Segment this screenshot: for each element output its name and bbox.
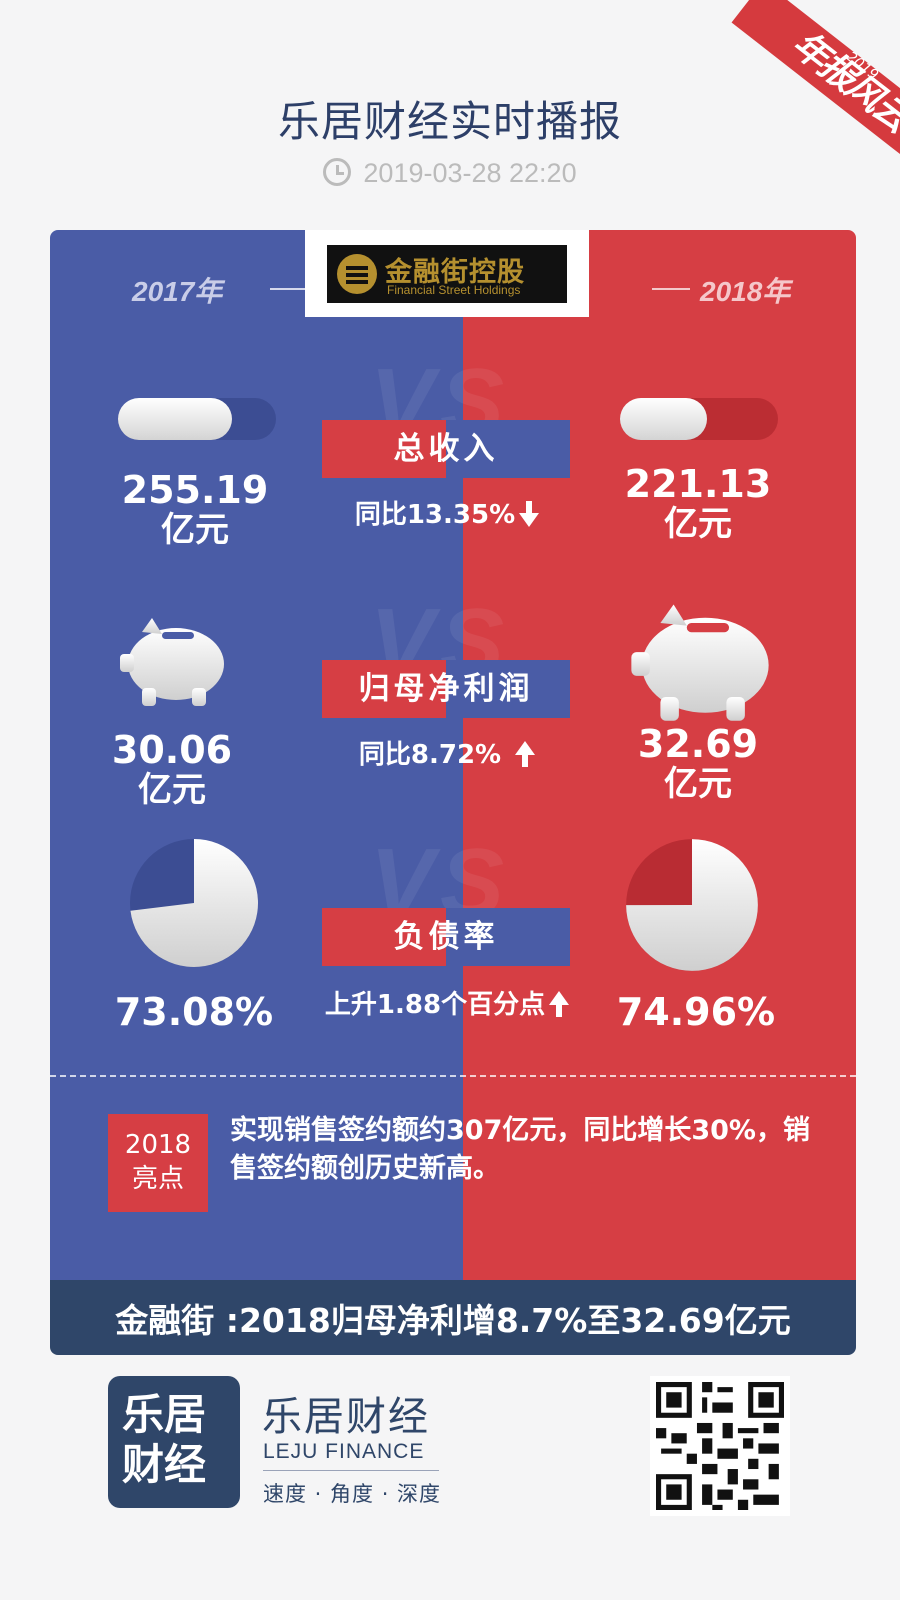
- debt-ratio-change: 上升1.88个百分点: [302, 984, 592, 1021]
- timestamp: 2019-03-28 22:20: [363, 158, 577, 188]
- qr-code-icon: [656, 1382, 784, 1510]
- highlight-badge-year: 2018: [124, 1130, 192, 1160]
- headline-bar: 金融街 :2018归母净利增8.7%至32.69亿元: [50, 1280, 856, 1355]
- leju-logo: 乐居 财经: [108, 1376, 240, 1508]
- year-left-dash: [270, 288, 308, 290]
- qr-code: [650, 1376, 790, 1516]
- footer-brand-cn: 乐居财经: [262, 1394, 430, 1440]
- page-title: 乐居财经实时播报: [277, 97, 622, 146]
- debt-ratio-pie-2017: [130, 839, 259, 967]
- year-left: 2017年: [132, 276, 223, 307]
- arrow-up-icon: [549, 991, 570, 1017]
- footer-slogan: 速度 · 角度 · 深度: [263, 1482, 442, 1506]
- metric-label-text: 归母净利润: [358, 671, 534, 707]
- leju-logo-line2: 财经: [122, 1440, 207, 1489]
- highlight-badge: 2018 亮点: [108, 1114, 208, 1212]
- metric-label-net-profit: 归母净利润: [322, 660, 570, 718]
- debt-ratio-pie-2018: [626, 839, 758, 971]
- company-logo: 金融街控股 Financial Street Holdings: [305, 230, 589, 317]
- net-profit-change: 同比8.72%: [302, 734, 592, 771]
- company-name-en: Financial Street Holdings: [387, 282, 521, 297]
- revenue-bar-2017: [118, 398, 276, 440]
- highlight-badge-label: 亮点: [131, 1164, 184, 1194]
- debt-ratio-2017-value: 73.08%: [114, 990, 274, 1034]
- comparison-card: 2017年 2018年 金融街控股 Financial Street Holdi…: [50, 230, 856, 1355]
- year-right: 2018年: [700, 276, 791, 307]
- footer-divider: [263, 1470, 439, 1471]
- debt-ratio-2018-value: 74.96%: [616, 990, 776, 1034]
- timestamp-row: 2019-03-28 22:20: [0, 158, 900, 189]
- metric-label-text: 负债率: [393, 919, 499, 955]
- arrow-down-icon: [519, 501, 540, 527]
- metric-label-revenue: 总收入: [322, 420, 570, 478]
- revenue-bar-fill-2017: [118, 398, 232, 440]
- dashed-divider: [50, 1075, 856, 1077]
- piggy-bank-icon-2018: [631, 604, 769, 721]
- revenue-2017-value: 255.19 亿元: [121, 468, 269, 550]
- footer-brand-en: LEJU FINANCE: [263, 1440, 425, 1463]
- net-profit-2017-value: 30.06 亿元: [111, 728, 233, 810]
- pie-slice: [130, 839, 259, 967]
- net-profit-2018-value: 32.69 亿元: [637, 722, 759, 804]
- company-name-cn: 金融街控股: [385, 256, 525, 288]
- clock-icon: [323, 158, 352, 186]
- leju-logo-line1: 乐居: [122, 1390, 207, 1439]
- company-logo-plate: 金融街控股 Financial Street Holdings: [327, 244, 567, 303]
- headline-text: 金融街 :2018归母净利增8.7%至32.69亿元: [115, 1300, 791, 1340]
- year-right-dash: [652, 288, 690, 290]
- arrow-up-icon: [515, 741, 536, 767]
- coin-icon: [337, 253, 377, 294]
- pie-slice: [626, 839, 758, 971]
- revenue-2018-value: 221.13 亿元: [624, 462, 772, 544]
- piggy-bank-icon-2017: [120, 618, 224, 706]
- metric-label-text: 总收入: [393, 431, 499, 467]
- metric-label-debt-ratio: 负债率: [322, 908, 570, 966]
- highlight-text: 实现销售签约额约307亿元，同比增长30%，销售签约额创历史新高。: [230, 1115, 810, 1184]
- revenue-bar-2018: [620, 398, 778, 440]
- revenue-bar-fill-2018: [620, 398, 707, 440]
- revenue-change: 同比13.35%: [302, 494, 592, 531]
